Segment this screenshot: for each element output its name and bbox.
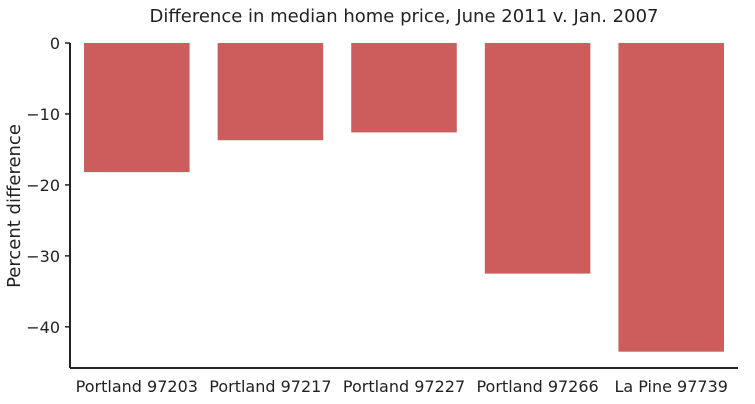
- y-tick-label: 0: [50, 34, 60, 53]
- y-tick-label: −20: [26, 176, 60, 195]
- bar-4: [484, 43, 591, 274]
- y-tick-label: −40: [26, 318, 60, 337]
- y-tick-label: −30: [26, 247, 60, 266]
- bar-3: [351, 43, 457, 133]
- chart-title: Difference in median home price, June 20…: [150, 6, 659, 27]
- y-axis-ticks: 0 −10 −20 −30 −40: [26, 34, 70, 337]
- x-tick-label: Portland 97203: [76, 377, 198, 396]
- x-tick-label: Portland 97217: [209, 377, 331, 396]
- bars-group: [84, 43, 724, 352]
- y-axis-label: Percent difference: [4, 124, 25, 288]
- bar-2: [217, 43, 324, 141]
- x-tick-label: La Pine 97739: [614, 377, 728, 396]
- x-tick-label: Portland 97266: [476, 377, 598, 396]
- x-tick-label: Portland 97227: [343, 377, 465, 396]
- x-axis-ticks: Portland 97203 Portland 97217 Portland 972…: [76, 377, 728, 396]
- y-tick-label: −10: [26, 105, 60, 124]
- bar-5: [618, 43, 724, 352]
- bar-1: [84, 43, 190, 173]
